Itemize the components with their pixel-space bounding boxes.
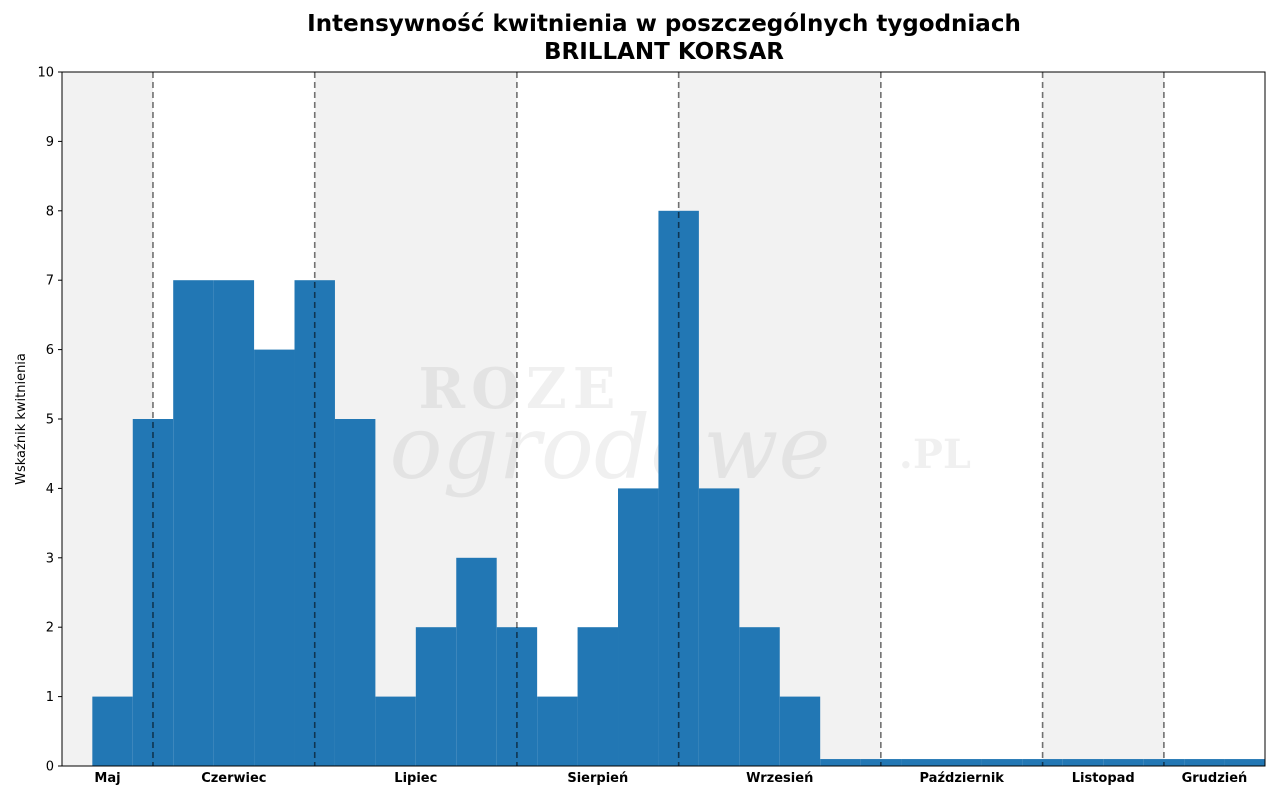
watermark-text-3: .PL bbox=[899, 431, 971, 478]
month-label-0: Maj bbox=[94, 771, 120, 786]
y-tick-label-4: 4 bbox=[46, 482, 54, 497]
bar-week-1 bbox=[92, 696, 133, 766]
y-tick-label-0: 0 bbox=[46, 760, 54, 775]
bar-week-28 bbox=[1184, 759, 1225, 766]
chart-title-line-2: BRILLANT KORSAR bbox=[544, 39, 784, 65]
bar-week-21 bbox=[901, 759, 942, 766]
bar-week-7 bbox=[334, 419, 376, 766]
bar-week-17 bbox=[739, 627, 780, 766]
bar-week-26 bbox=[1103, 759, 1144, 766]
y-tick-label-8: 8 bbox=[46, 204, 54, 219]
bar-week-3 bbox=[173, 280, 214, 766]
y-tick-label-2: 2 bbox=[46, 621, 54, 636]
y-tick-label-6: 6 bbox=[46, 343, 54, 358]
bar-week-22 bbox=[941, 759, 982, 766]
bar-week-5 bbox=[254, 349, 295, 766]
month-label-1: Czerwiec bbox=[201, 771, 266, 786]
y-tick-label-3: 3 bbox=[46, 551, 54, 566]
y-axis-label: Wskaźnik kwitnienia bbox=[14, 353, 29, 485]
month-label-6: Listopad bbox=[1072, 771, 1135, 786]
watermark-text-2: ogrodowe bbox=[389, 396, 830, 499]
month-label-2: Lipiec bbox=[394, 771, 437, 786]
month-label-7: Grudzień bbox=[1182, 771, 1248, 786]
y-tick-label-10: 10 bbox=[37, 66, 54, 81]
bar-week-19 bbox=[820, 759, 861, 766]
y-tick-label-7: 7 bbox=[46, 274, 54, 289]
month-label-5: Październik bbox=[920, 771, 1005, 786]
bar-week-29 bbox=[1224, 759, 1265, 766]
bar-week-16 bbox=[698, 488, 740, 766]
bar-week-23 bbox=[981, 759, 1023, 766]
bar-week-8 bbox=[375, 696, 416, 766]
chart-title-line-1: Intensywność kwitnienia w poszczególnych… bbox=[307, 11, 1021, 37]
y-tick-label-9: 9 bbox=[46, 135, 54, 150]
month-band-6 bbox=[1042, 72, 1164, 766]
bar-week-13 bbox=[577, 627, 619, 766]
bar-week-14 bbox=[618, 488, 659, 766]
bar-week-9 bbox=[415, 627, 457, 766]
y-tick-label-1: 1 bbox=[46, 690, 54, 705]
month-label-4: Wrzesień bbox=[746, 771, 813, 786]
chart-title: Intensywność kwitnienia w poszczególnych… bbox=[0, 10, 1280, 66]
bar-week-10 bbox=[456, 557, 497, 766]
bar-week-18 bbox=[779, 696, 821, 766]
bar-week-4 bbox=[213, 280, 255, 766]
bar-week-12 bbox=[537, 696, 578, 766]
y-tick-label-5: 5 bbox=[46, 413, 54, 428]
month-label-3: Sierpień bbox=[567, 771, 628, 786]
bar-week-25 bbox=[1062, 759, 1104, 766]
